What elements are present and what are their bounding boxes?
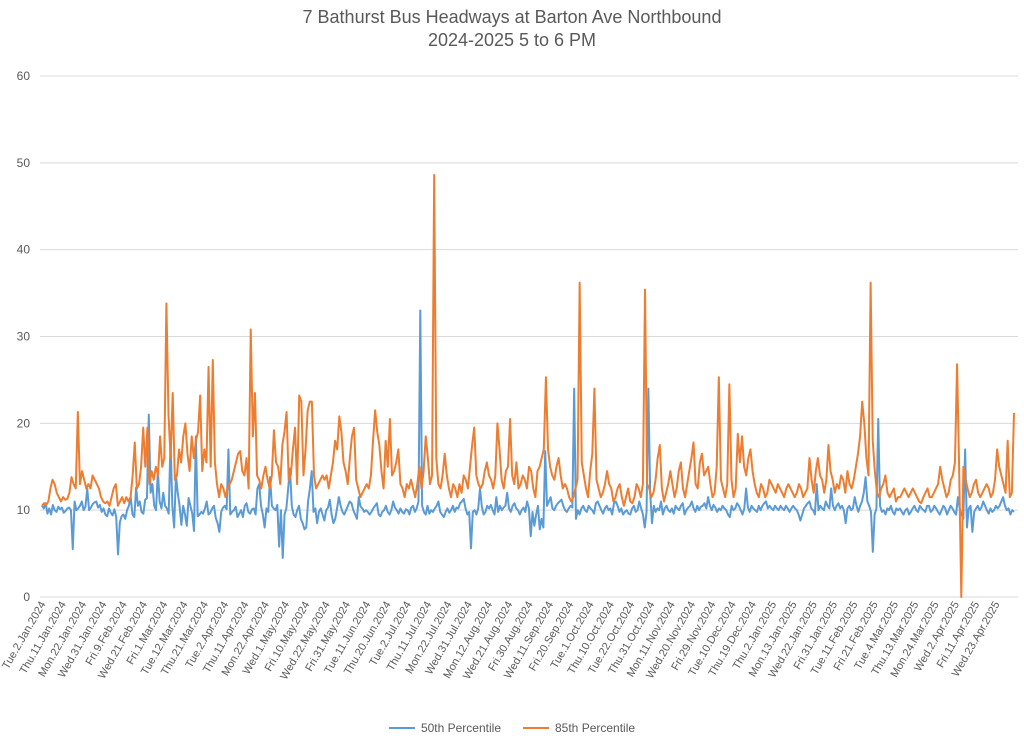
- legend-label-85th: 85th Percentile: [555, 721, 636, 735]
- series-line-85th-percentile: [41, 173, 1015, 598]
- chart-title-line1: 7 Bathurst Bus Headways at Barton Ave No…: [302, 7, 722, 27]
- legend-item-85th: 85th Percentile: [523, 721, 635, 735]
- legend-swatch-50th: [388, 727, 415, 729]
- x-axis-tick-labels: Tue.2.Jan.2024Thu.11.Jan.2024Mon.22.Jan.…: [0, 600, 1002, 682]
- y-tick-label: 50: [17, 156, 31, 170]
- legend: 50th Percentile 85th Percentile: [0, 721, 1024, 735]
- y-tick-label: 20: [17, 416, 31, 430]
- legend-label-50th: 50th Percentile: [420, 721, 501, 735]
- chart-title: 7 Bathurst Bus Headways at Barton Ave No…: [0, 6, 1024, 52]
- legend-swatch-85th: [523, 727, 549, 729]
- y-tick-label: 30: [17, 330, 31, 344]
- y-tick-label: 0: [23, 590, 30, 604]
- series-lines: [41, 173, 1015, 598]
- series-line-50th-percentile: [41, 309, 1015, 559]
- legend-item-50th: 50th Percentile: [388, 721, 501, 735]
- y-tick-label: 10: [17, 503, 31, 517]
- y-axis-tick-labels: 0 10 20 30 40 50 60: [17, 69, 31, 604]
- chart-subtitle: 2024-2025 5 to 6 PM: [427, 30, 597, 50]
- y-tick-label: 60: [17, 69, 31, 83]
- y-tick-label: 40: [17, 243, 31, 257]
